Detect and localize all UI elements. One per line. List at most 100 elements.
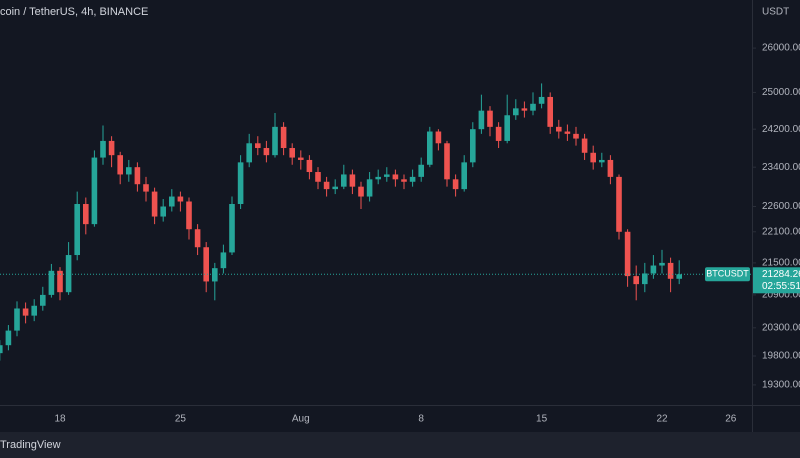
candle-body	[48, 270, 55, 295]
candle-body	[547, 96, 553, 127]
candle-body	[272, 126, 278, 156]
candle-body	[633, 276, 639, 285]
candle-body	[280, 126, 287, 149]
candle-body	[659, 262, 665, 266]
candle-body	[203, 247, 209, 282]
candle-body	[401, 179, 407, 182]
candle-body	[624, 231, 631, 277]
candle-body	[289, 148, 295, 158]
candle-body	[220, 252, 227, 269]
candle-body	[375, 176, 381, 180]
x-tick-label: 8	[418, 414, 424, 425]
x-tick-label: 26	[725, 414, 737, 425]
x-tick-label: Aug	[292, 414, 310, 425]
y-tick-label: 25000.00	[762, 87, 800, 98]
y-tick-label: 22100.00	[762, 226, 800, 237]
candle-body	[143, 184, 149, 192]
candle-body	[366, 179, 373, 197]
candle-body	[521, 108, 528, 111]
candle-body	[212, 268, 218, 282]
candle-body	[134, 167, 141, 185]
x-tick-label: 22	[656, 414, 668, 425]
y-tick-label: 19300.00	[762, 380, 800, 391]
x-tick-label: 18	[54, 414, 66, 425]
candle-body	[504, 115, 510, 141]
last-price-box	[753, 267, 800, 294]
candle-body	[22, 308, 29, 316]
candle-body	[599, 159, 605, 163]
y-tick-label: 21500.00	[762, 258, 800, 269]
candle-body	[616, 176, 622, 232]
candle-body	[194, 229, 201, 248]
candle-body	[151, 191, 158, 217]
y-tick-label: 22600.00	[762, 201, 800, 212]
candle-body	[298, 157, 304, 160]
candle-body	[478, 110, 485, 130]
candle-body	[444, 143, 450, 180]
candle-body	[0, 345, 3, 354]
y-tick-label: 24200.00	[762, 124, 800, 135]
candle-body	[452, 179, 459, 190]
candle-body	[358, 186, 364, 197]
candle-body	[74, 203, 80, 256]
candle-body	[57, 270, 63, 293]
candle-body	[177, 196, 184, 202]
candle-body	[306, 159, 313, 173]
symbol-tag-label: BTCUSDT	[706, 269, 749, 279]
candle-body	[513, 108, 519, 116]
candle-body	[435, 131, 442, 144]
candle-body	[650, 265, 657, 274]
candle-body	[590, 152, 596, 163]
candle-body	[470, 129, 476, 163]
x-tick-label: 15	[536, 414, 548, 425]
axis-unit: USDT	[762, 7, 789, 18]
candle-body	[108, 140, 115, 156]
candle-body	[607, 159, 614, 177]
candle-body	[65, 255, 72, 293]
candle-body	[530, 103, 536, 111]
candle-body	[573, 133, 579, 139]
candle-body	[495, 126, 502, 141]
candle-body	[117, 155, 123, 175]
candle-body	[255, 143, 261, 149]
candle-body	[14, 308, 20, 331]
candle-body	[487, 110, 493, 127]
candle-body	[676, 274, 682, 279]
candle-body	[315, 172, 321, 182]
candle-body	[126, 167, 132, 175]
y-tick-label: 20300.00	[762, 322, 800, 333]
candle-body	[332, 186, 338, 190]
candle-body	[100, 140, 106, 158]
footer-brand: TradingView	[0, 439, 61, 451]
candle-body	[323, 181, 330, 190]
candle-body	[5, 330, 12, 346]
candle-body	[237, 162, 244, 204]
candle-body	[91, 157, 98, 225]
candle-body	[384, 174, 390, 177]
candle-body	[538, 96, 545, 104]
y-tick-label: 26000.00	[762, 43, 800, 54]
y-tick-label: 19800.00	[762, 351, 800, 362]
countdown-label: 02:55:51	[762, 281, 800, 292]
candle-body	[341, 174, 347, 187]
candle-body	[418, 164, 424, 177]
candle-body	[556, 126, 562, 132]
candle-body	[31, 305, 37, 316]
candle-body	[427, 131, 433, 165]
candle-body	[160, 206, 166, 217]
y-tick-label: 20900.00	[762, 290, 800, 301]
candle-body	[229, 203, 235, 253]
candle-body	[564, 131, 571, 134]
candle-body	[169, 196, 175, 207]
y-tick-label: 23400.00	[762, 162, 800, 173]
candle-body	[349, 174, 356, 187]
candle-body	[40, 294, 46, 306]
candle-body	[581, 138, 588, 153]
candle-body	[263, 148, 270, 156]
candle-body	[409, 176, 416, 182]
chart-title: coin / TetherUS, 4h, BINANCE	[0, 6, 148, 18]
last-price-label: 21284.26	[762, 269, 800, 280]
